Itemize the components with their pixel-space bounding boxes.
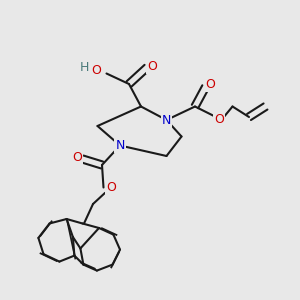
Text: O: O bbox=[106, 181, 116, 194]
Text: O: O bbox=[91, 64, 101, 77]
Text: N: N bbox=[162, 113, 171, 127]
Text: O: O bbox=[72, 151, 82, 164]
Text: O: O bbox=[214, 113, 224, 126]
Text: N: N bbox=[115, 139, 125, 152]
Text: O: O bbox=[205, 78, 215, 91]
Text: O: O bbox=[148, 59, 157, 73]
Text: H: H bbox=[79, 61, 89, 74]
